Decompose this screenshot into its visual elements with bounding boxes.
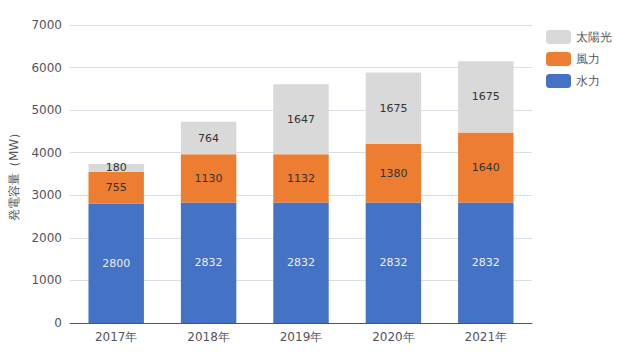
svg-text:180: 180 <box>106 161 127 174</box>
svg-text:4000: 4000 <box>31 146 62 160</box>
svg-text:太陽光: 太陽光 <box>576 30 612 44</box>
svg-text:水力: 水力 <box>576 74 600 88</box>
svg-text:7000: 7000 <box>31 18 62 32</box>
svg-text:3000: 3000 <box>31 188 62 202</box>
svg-text:風力: 風力 <box>576 52 600 66</box>
svg-text:2021年: 2021年 <box>465 330 508 344</box>
svg-text:2020年: 2020年 <box>372 330 415 344</box>
svg-text:1380: 1380 <box>379 167 407 180</box>
svg-text:2832: 2832 <box>379 256 407 269</box>
svg-text:1132: 1132 <box>287 172 315 185</box>
svg-text:2018年: 2018年 <box>187 330 230 344</box>
svg-text:1000: 1000 <box>31 273 62 287</box>
svg-text:1640: 1640 <box>472 161 500 174</box>
svg-text:755: 755 <box>106 181 127 194</box>
svg-text:764: 764 <box>198 132 219 145</box>
svg-text:1675: 1675 <box>379 102 407 115</box>
svg-text:6000: 6000 <box>31 61 62 75</box>
svg-text:2832: 2832 <box>472 256 500 269</box>
svg-text:2000: 2000 <box>31 231 62 245</box>
svg-text:5000: 5000 <box>31 103 62 117</box>
svg-text:1130: 1130 <box>195 172 223 185</box>
svg-text:1647: 1647 <box>287 113 315 126</box>
svg-text:2832: 2832 <box>287 256 315 269</box>
svg-text:2017年: 2017年 <box>95 330 138 344</box>
svg-text:2832: 2832 <box>195 256 223 269</box>
svg-text:0: 0 <box>54 316 62 330</box>
svg-text:2800: 2800 <box>102 257 130 270</box>
svg-text:2019年: 2019年 <box>280 330 323 344</box>
svg-text:1675: 1675 <box>472 90 500 103</box>
svg-text:発電容量（MW）: 発電容量（MW） <box>7 127 21 221</box>
